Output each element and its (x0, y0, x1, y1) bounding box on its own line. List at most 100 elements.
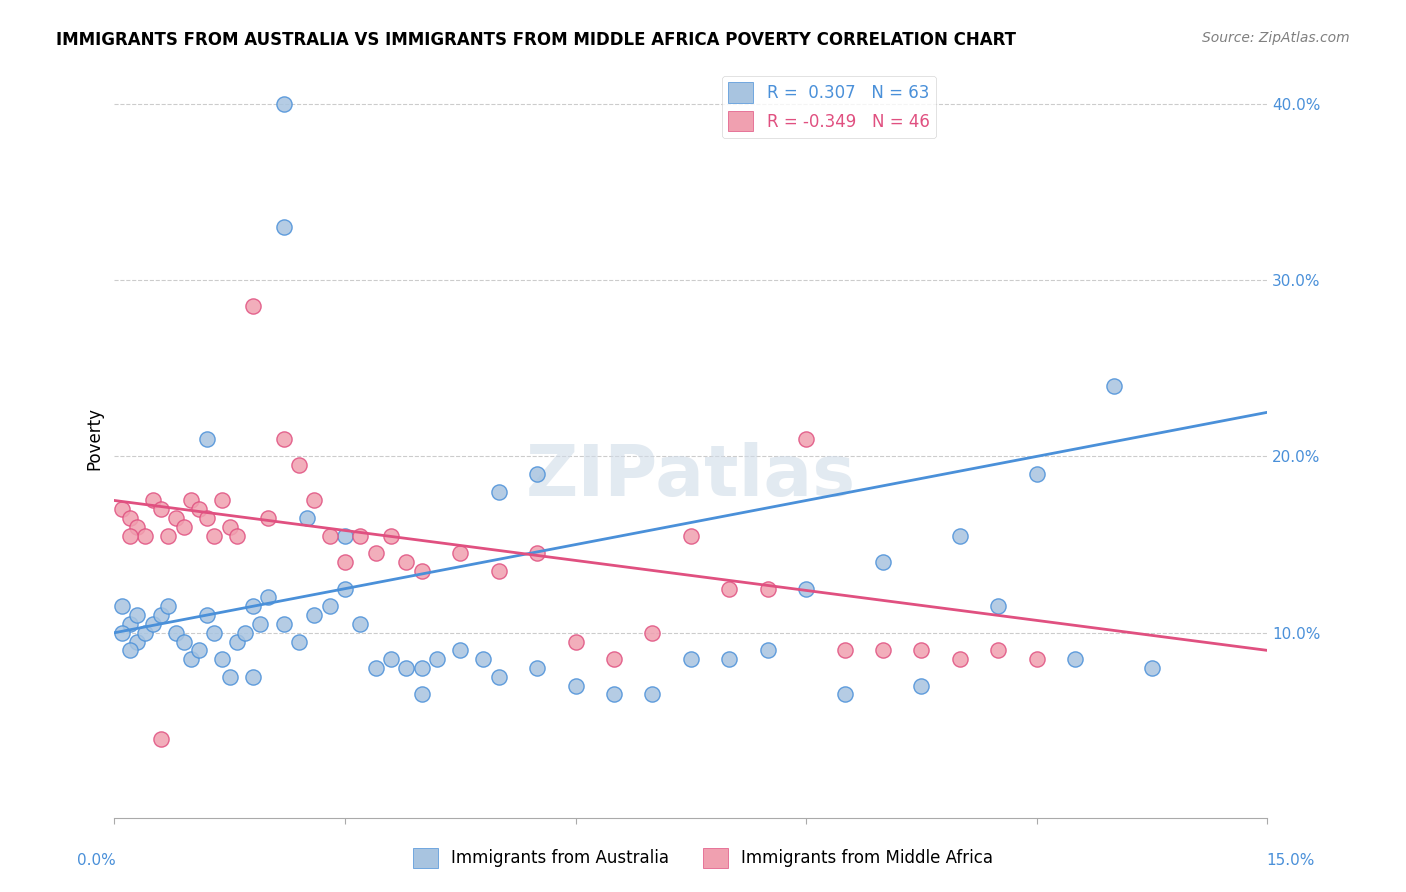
Point (349, 529, 371, 543)
Legend: Immigrants from Australia, Immigrants from Middle Africa: Immigrants from Australia, Immigrants fr… (406, 841, 1000, 875)
Point (679, 652, 702, 666)
Point (718, 582, 741, 596)
Point (242, 300, 264, 314)
Point (257, 591, 280, 605)
Point (118, 643, 141, 657)
Point (218, 520, 240, 534)
Point (288, 458, 311, 473)
Point (794, 432, 817, 446)
Point (249, 616, 271, 631)
Point (318, 529, 340, 543)
Point (118, 511, 141, 525)
Point (603, 688, 626, 702)
Point (380, 652, 402, 666)
Point (142, 493, 165, 508)
Point (149, 608, 172, 623)
Point (472, 652, 495, 666)
Point (333, 555, 356, 569)
Point (202, 625, 225, 640)
Point (526, 546, 548, 560)
Point (218, 670, 240, 684)
Point (242, 599, 264, 614)
Point (526, 661, 548, 675)
Point (226, 634, 249, 648)
Point (333, 582, 356, 596)
Text: Source: ZipAtlas.com: Source: ZipAtlas.com (1202, 31, 1350, 45)
Text: ZIPatlas: ZIPatlas (526, 442, 856, 511)
Point (273, 432, 295, 446)
Point (349, 616, 371, 631)
Point (188, 502, 211, 516)
Point (273, 616, 295, 631)
Point (134, 529, 156, 543)
Point (641, 625, 664, 640)
Point (1025, 652, 1047, 666)
Point (449, 643, 471, 657)
Point (411, 688, 433, 702)
Y-axis label: Poverty: Poverty (86, 408, 103, 470)
Point (157, 599, 180, 614)
Point (127, 520, 149, 534)
Point (195, 608, 218, 623)
Text: 15.0%: 15.0% (1267, 854, 1315, 868)
Point (295, 511, 318, 525)
Point (395, 555, 418, 569)
Point (834, 688, 856, 702)
Point (134, 625, 156, 640)
Point (233, 625, 256, 640)
Point (603, 652, 626, 666)
Point (987, 643, 1010, 657)
Point (364, 661, 387, 675)
Point (111, 599, 134, 614)
Point (195, 511, 218, 525)
Point (718, 652, 741, 666)
Point (449, 546, 471, 560)
Point (1140, 661, 1163, 675)
Point (987, 599, 1010, 614)
Point (188, 643, 211, 657)
Point (173, 520, 195, 534)
Point (679, 529, 702, 543)
Point (304, 493, 326, 508)
Point (395, 661, 418, 675)
Point (202, 529, 225, 543)
Point (127, 608, 149, 623)
Point (273, 220, 295, 235)
Point (157, 529, 180, 543)
Point (910, 679, 932, 693)
Point (118, 529, 141, 543)
Text: IMMIGRANTS FROM AUSTRALIA VS IMMIGRANTS FROM MIDDLE AFRICA POVERTY CORRELATION C: IMMIGRANTS FROM AUSTRALIA VS IMMIGRANTS … (56, 31, 1017, 49)
Point (564, 634, 586, 648)
Point (180, 652, 202, 666)
Point (257, 511, 280, 525)
Point (111, 625, 134, 640)
Point (949, 652, 972, 666)
Point (304, 608, 326, 623)
Point (142, 616, 165, 631)
Point (526, 467, 548, 481)
Point (1025, 467, 1047, 481)
Point (426, 652, 449, 666)
Point (211, 493, 233, 508)
Point (333, 529, 356, 543)
Legend: R =  0.307   N = 63, R = -0.349   N = 46: R = 0.307 N = 63, R = -0.349 N = 46 (721, 76, 936, 138)
Point (149, 502, 172, 516)
Point (1102, 379, 1125, 393)
Point (173, 634, 195, 648)
Point (149, 731, 172, 746)
Point (118, 616, 141, 631)
Point (364, 546, 387, 560)
Point (488, 670, 510, 684)
Point (910, 643, 932, 657)
Point (226, 529, 249, 543)
Point (273, 96, 295, 111)
Point (756, 582, 779, 596)
Point (411, 661, 433, 675)
Point (318, 599, 340, 614)
Point (756, 643, 779, 657)
Point (488, 564, 510, 578)
Point (1064, 652, 1087, 666)
Point (242, 670, 264, 684)
Point (564, 679, 586, 693)
Point (180, 493, 202, 508)
